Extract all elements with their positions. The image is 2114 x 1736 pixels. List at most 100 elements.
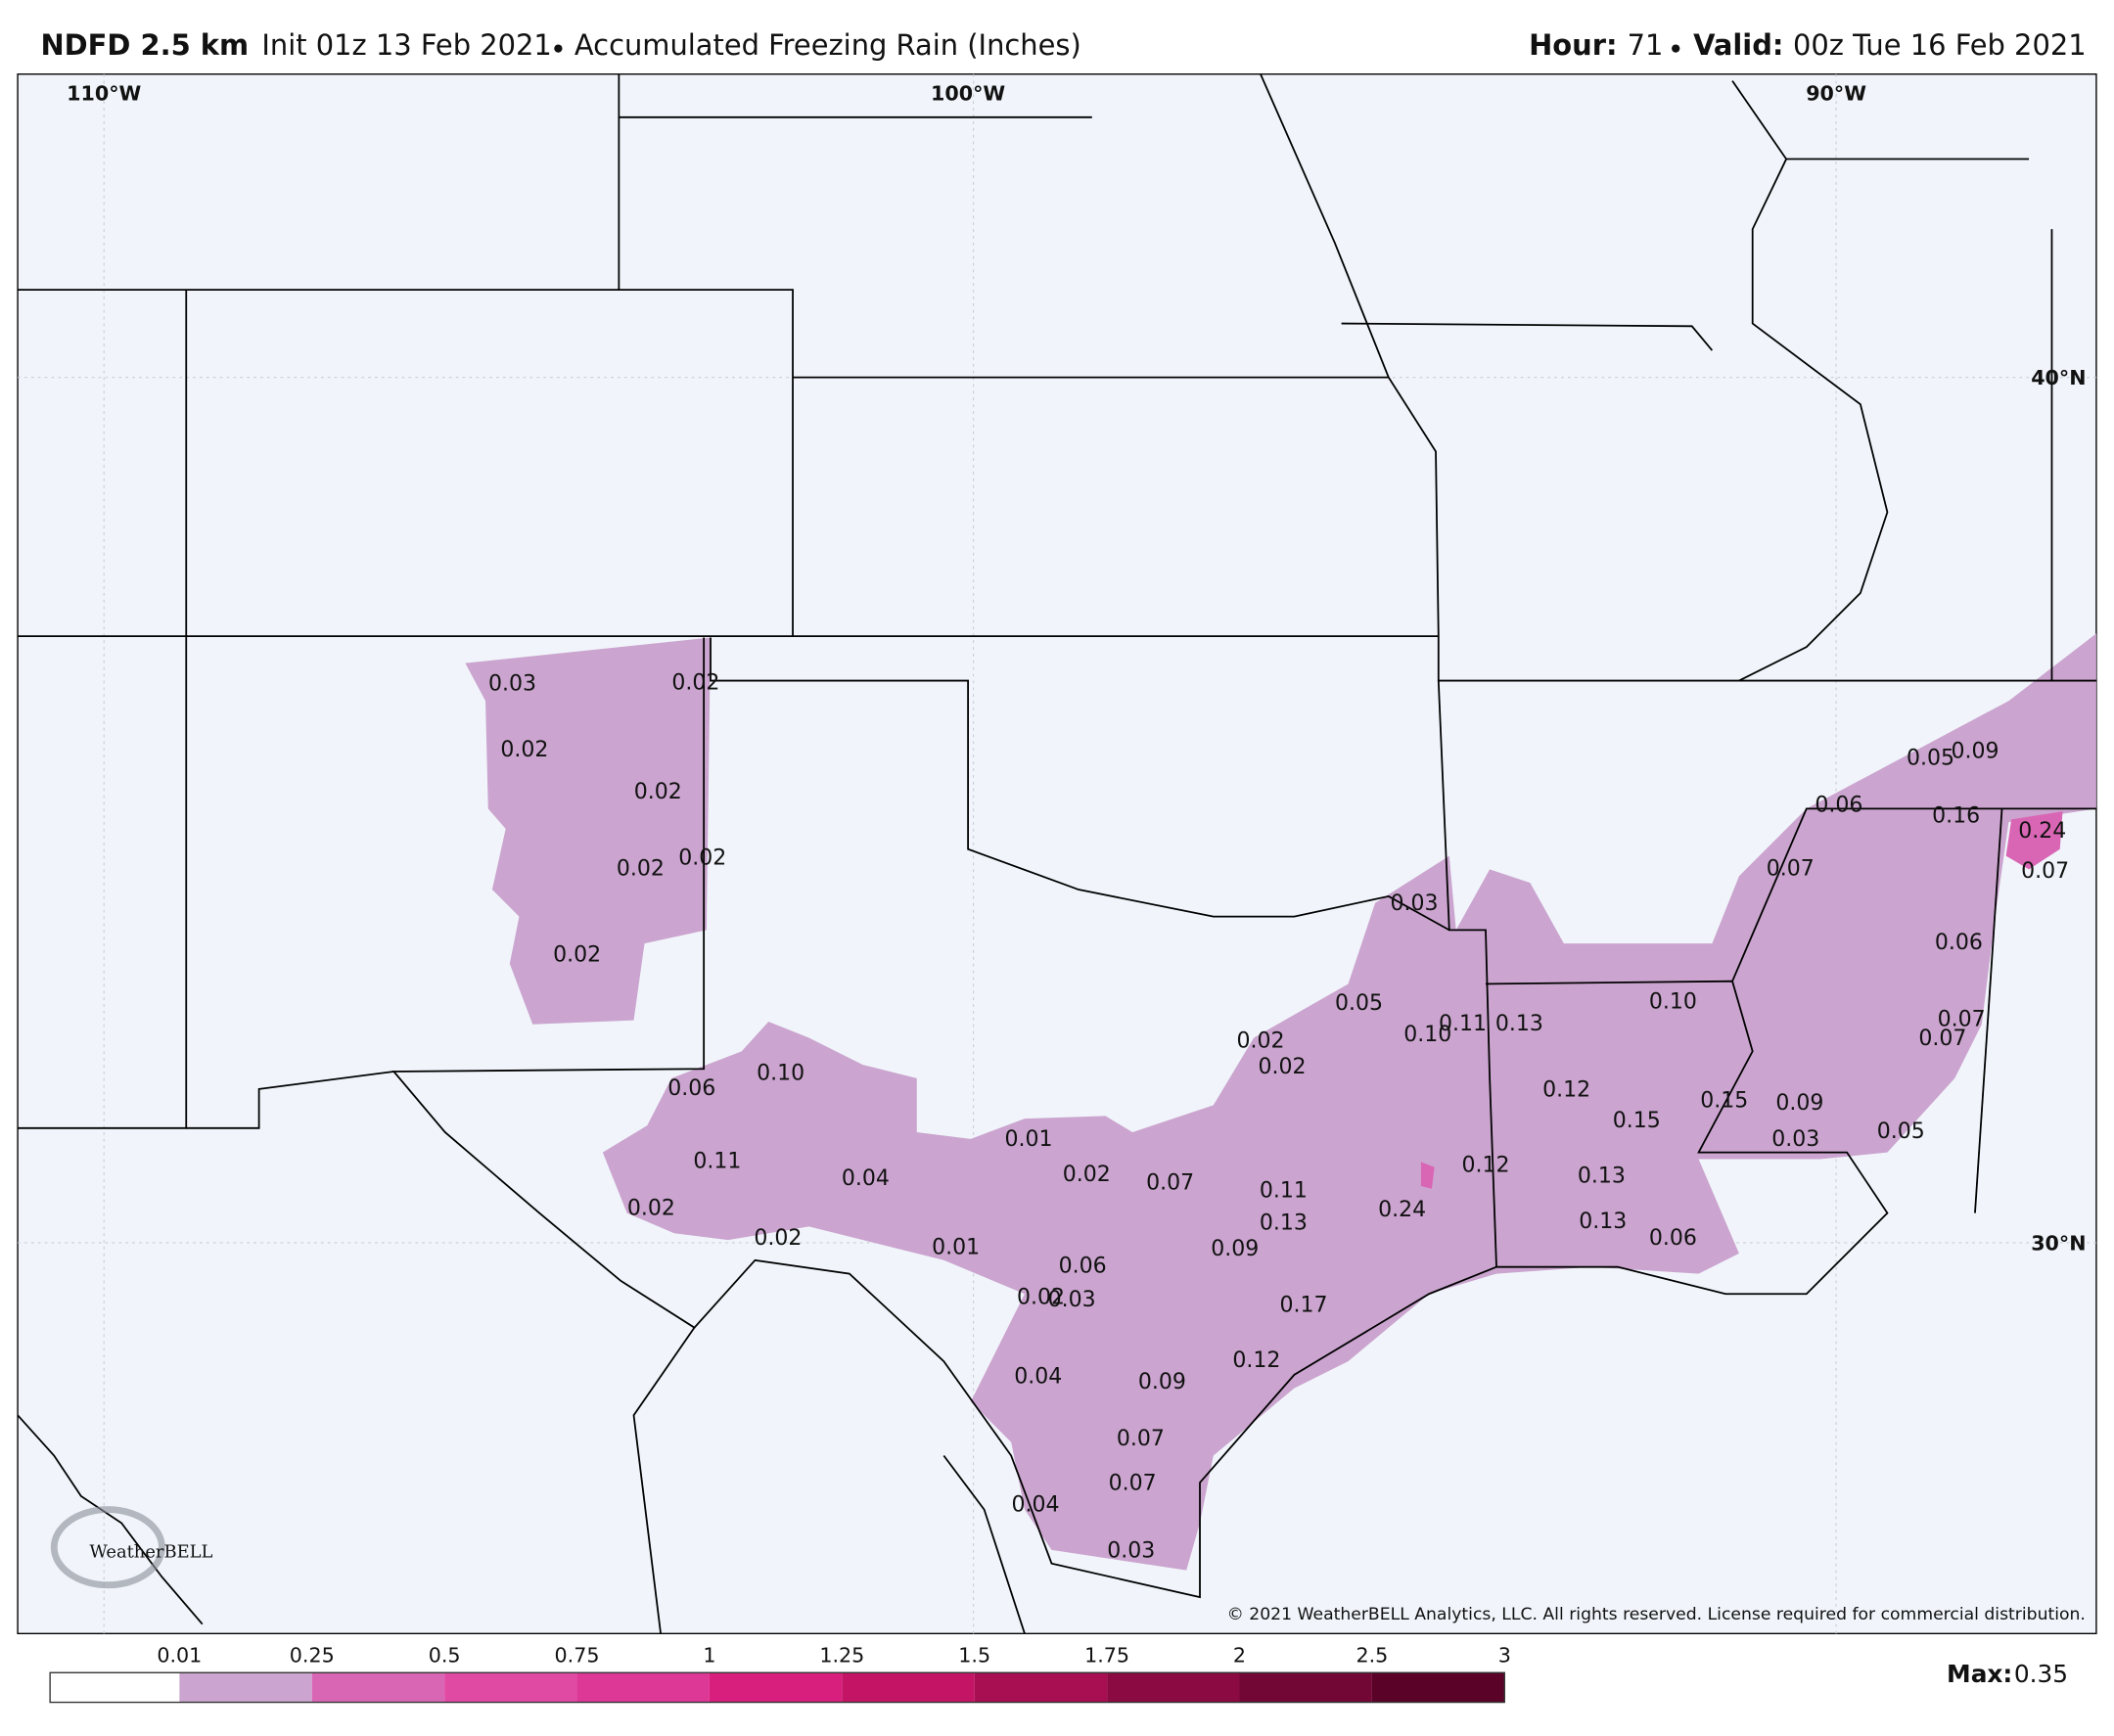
accumulation-label: 0.12 (1542, 1077, 1590, 1102)
colorbar-tick-label: 0.5 (429, 1644, 461, 1667)
max-label: Max: (1947, 1660, 2012, 1688)
accumulation-label: 0.16 (1932, 804, 1980, 829)
accumulation-label: 0.02 (1063, 1163, 1111, 1187)
hour-label: Hour: (1529, 28, 1617, 62)
colorbar-tick-label: 2 (1233, 1644, 1246, 1667)
accumulation-label: 0.13 (1579, 1210, 1627, 1234)
colorbar-tick-label: 1 (703, 1644, 715, 1667)
accumulation-label: 0.02 (678, 845, 726, 870)
accumulation-label: 0.07 (1109, 1471, 1157, 1495)
accumulation-label: 0.15 (1700, 1088, 1748, 1113)
accumulation-label: 0.01 (1005, 1127, 1053, 1152)
colorbar-swatch (1239, 1672, 1372, 1703)
colorbar-swatch (576, 1672, 710, 1703)
accumulation-label: 0.05 (1907, 746, 1954, 770)
freezing-rain-area (465, 633, 2096, 1571)
accumulation-label: 0.02 (1017, 1285, 1065, 1309)
colorbar-tick-label: 0.01 (157, 1644, 202, 1667)
accumulation-label: 0.11 (1439, 1012, 1487, 1036)
accumulation-label: 0.05 (1335, 991, 1383, 1016)
colorbar-border (49, 1671, 1505, 1704)
map-labels: 110°W 100°W 90°W40°N30°N0.03 0.020.020.020.… (67, 81, 2086, 1563)
accumulation-label: 0.01 (932, 1235, 980, 1259)
graticule-label: 40°N (2031, 366, 2086, 389)
colorbar-swatch (974, 1672, 1108, 1703)
accumulation-label: 0.04 (1014, 1365, 1062, 1390)
accumulation-label: 0.07 (2021, 859, 2069, 884)
accumulation-label: 0.09 (1211, 1237, 1259, 1261)
state-borders (17, 73, 2096, 1634)
copyright: © 2021 WeatherBELL Analytics, LLC. All r… (1227, 1605, 2086, 1624)
accumulation-label: 0.17 (1280, 1294, 1328, 1318)
accumulation-label: 0.07 (1767, 856, 1815, 881)
graticule-label: 90°W (1806, 81, 1866, 105)
accumulation-label: 0.03 (1771, 1127, 1819, 1152)
colorbar-tick-label: 1.5 (958, 1644, 990, 1667)
accumulation-label: 0.03 (1048, 1288, 1096, 1312)
accumulation-label: 0.02 (1258, 1055, 1306, 1079)
accumulation-label: 0.02 (634, 780, 682, 804)
colorbar-swatch (444, 1672, 577, 1703)
separator (554, 44, 563, 53)
accumulation-label: 0.04 (842, 1166, 890, 1191)
accumulation-label: 0.11 (693, 1149, 741, 1173)
accumulation-label: 0.06 (1649, 1226, 1697, 1251)
colorbar-tick-label: 3 (1498, 1644, 1511, 1667)
hour: 71 (1628, 28, 1664, 62)
graticule-label: 30°N (2031, 1231, 2086, 1255)
accumulation-label: 0.02 (627, 1196, 675, 1220)
accumulation-label: 0.24 (1378, 1198, 1426, 1222)
init: Init 01z 13 Feb 2021 (261, 28, 551, 62)
max-value: 0.35 (2014, 1660, 2068, 1688)
accumulation-label: 0.09 (1951, 740, 1999, 764)
graticule-label: 110°W (67, 81, 141, 105)
logo-text: WeatherBELL (89, 1542, 212, 1563)
logo: WeatherBELL (50, 1506, 213, 1589)
header: NDFD 2.5 km Init 01z 13 Feb 2021 Accumul… (40, 28, 2086, 62)
accumulation-label: 0.05 (1877, 1119, 1925, 1144)
valid-label: Valid: (1693, 28, 1783, 62)
accumulation-label: 0.02 (671, 670, 719, 695)
colorbar-tick-label: 1.25 (819, 1644, 864, 1667)
accumulation-label: 0.10 (757, 1062, 804, 1086)
accumulation-label: 0.24 (2018, 819, 2066, 844)
accumulation-label: 0.11 (1260, 1179, 1308, 1204)
valid: 00z Tue 16 Feb 2021 (1793, 28, 2087, 62)
accumulation-label: 0.02 (553, 943, 601, 968)
colorbar-swatch (1107, 1672, 1240, 1703)
accumulation-label: 0.02 (500, 738, 548, 762)
accumulation-label: 0.13 (1578, 1164, 1626, 1188)
colorbar-tick-label: 0.25 (290, 1644, 335, 1667)
accumulation-label: 0.13 (1495, 1012, 1543, 1036)
colorbar-swatch (842, 1672, 975, 1703)
accumulation-label: 0.06 (667, 1076, 715, 1101)
accumulation-label: 0.03 (1107, 1538, 1155, 1563)
accumulation-label: 0.10 (1403, 1023, 1451, 1047)
model: NDFD 2.5 km (40, 28, 249, 62)
colorbar-tick-label: 2.5 (1356, 1644, 1388, 1667)
accumulation-label: 0.09 (1775, 1091, 1823, 1116)
colorbar-swatch (1371, 1672, 1505, 1703)
accumulation-label: 0.07 (1117, 1427, 1165, 1451)
accumulation-label: 0.07 (1146, 1170, 1194, 1195)
colorbar-swatch (179, 1672, 312, 1703)
accumulation-label: 0.02 (617, 856, 665, 881)
accumulation-label: 0.10 (1649, 990, 1697, 1015)
colorbar-swatch (311, 1672, 445, 1703)
accumulation-label: 0.07 (1918, 1027, 1966, 1051)
accumulation-label: 0.07 (1938, 1008, 1986, 1032)
accumulation-label: 0.06 (1935, 931, 1983, 955)
accumulation-label: 0.09 (1138, 1370, 1186, 1394)
accumulation-label: 0.13 (1260, 1211, 1308, 1236)
colorbar-tick-label: 1.75 (1084, 1644, 1129, 1667)
accumulation-label: 0.04 (1011, 1492, 1059, 1517)
accumulation-label: 0.06 (1059, 1255, 1107, 1279)
accumulation-label: 0.12 (1461, 1153, 1509, 1177)
accumulation-label: 0.06 (1815, 794, 1862, 818)
accumulation-label: 0.12 (1232, 1348, 1280, 1373)
accumulation-label: 0.02 (754, 1226, 802, 1251)
graticule-label: 100°W (931, 81, 1005, 105)
colorbar-swatch (50, 1672, 180, 1703)
accumulation-label: 0.02 (1236, 1029, 1284, 1054)
